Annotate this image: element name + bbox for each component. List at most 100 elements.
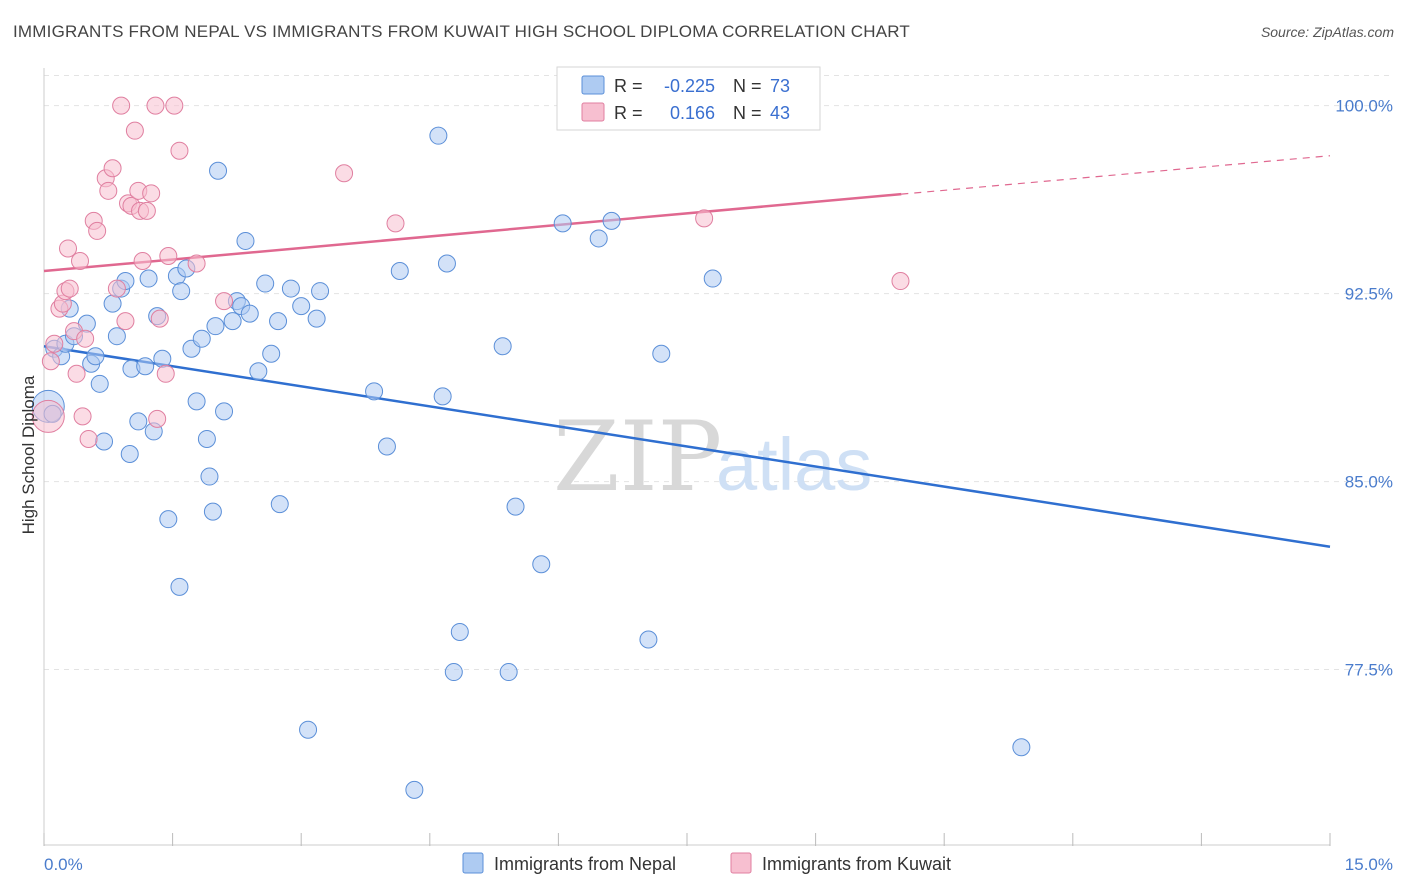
point-nepal-55 <box>429 126 448 145</box>
watermark-atlas: atlas <box>716 423 872 506</box>
point-kuwait-30 <box>146 96 165 115</box>
y-tick-label-3: 77.5% <box>1345 661 1393 680</box>
point-kuwait-19 <box>107 279 126 298</box>
point-nepal-20 <box>139 269 158 288</box>
point-kuwait-17 <box>99 181 118 200</box>
point-nepal-72 <box>206 317 225 336</box>
point-nepal-35 <box>209 161 228 180</box>
point-kuwait-15 <box>88 221 107 240</box>
legend: Immigrants from Nepal Immigrants from Ku… <box>462 852 951 874</box>
x-tick-label-max: 15.0% <box>1345 855 1393 874</box>
point-kuwait-27 <box>133 251 152 270</box>
point-nepal-43 <box>256 274 275 293</box>
point-nepal-57 <box>437 254 456 273</box>
point-kuwait-41 <box>695 209 714 228</box>
stats-n-value-nepal: 73 <box>770 76 790 96</box>
point-kuwait-20 <box>112 96 131 115</box>
point-nepal-24 <box>159 510 178 529</box>
point-kuwait-13 <box>79 429 98 448</box>
point-nepal-12 <box>103 294 122 313</box>
stats-n-label-nepal: N = <box>733 76 762 96</box>
point-nepal-26 <box>170 577 189 596</box>
stats-r-value-nepal: -0.225 <box>664 76 715 96</box>
x-tick-label-min: 0.0% <box>44 855 83 874</box>
point-nepal-56 <box>433 387 452 406</box>
point-kuwait-33 <box>156 364 175 383</box>
point-nepal-36 <box>215 402 234 421</box>
y-tick-labels: 100.0% 92.5% 85.0% 77.5% <box>1335 97 1393 680</box>
legend-swatch-nepal[interactable] <box>462 852 484 874</box>
point-nepal-65 <box>589 229 608 248</box>
point-nepal-9 <box>86 347 105 366</box>
y-tick-label-2: 85.0% <box>1345 473 1393 492</box>
stats-box: R = -0.225 N = 73 R = 0.166 N = 43 <box>556 66 821 131</box>
point-nepal-45 <box>269 312 288 331</box>
point-nepal-13 <box>107 327 126 346</box>
point-kuwait-29 <box>142 184 161 203</box>
point-nepal-50 <box>311 282 330 301</box>
point-nepal-64 <box>553 214 572 233</box>
legend-swatch-kuwait[interactable] <box>730 852 752 874</box>
stats-n-label-kuwait: N = <box>733 103 762 123</box>
point-kuwait-39 <box>335 164 354 183</box>
chart-title: IMMIGRANTS FROM NEPAL VS IMMIGRANTS FROM… <box>13 22 910 41</box>
point-nepal-40 <box>236 231 255 250</box>
source-credit: Source: ZipAtlas.com <box>1260 24 1394 40</box>
point-kuwait-28 <box>137 201 156 220</box>
point-nepal-23 <box>153 349 172 368</box>
point-nepal-16 <box>120 444 139 463</box>
point-nepal-61 <box>499 663 518 682</box>
point-kuwait-0 <box>31 399 65 433</box>
y-tick-label-0: 100.0% <box>1335 97 1393 116</box>
trend-line-nepal <box>43 344 1331 548</box>
point-kuwait-7 <box>60 279 79 298</box>
legend-label-nepal[interactable]: Immigrants from Nepal <box>494 854 676 874</box>
point-nepal-53 <box>390 262 409 281</box>
point-kuwait-36 <box>170 141 189 160</box>
trend-line-kuwait-extension <box>901 155 1331 195</box>
point-kuwait-9 <box>67 364 86 383</box>
point-kuwait-11 <box>73 407 92 426</box>
point-nepal-51 <box>365 382 384 401</box>
point-nepal-48 <box>299 720 318 739</box>
point-nepal-63 <box>532 555 551 574</box>
point-nepal-54 <box>405 780 424 799</box>
point-nepal-32 <box>197 429 216 448</box>
point-nepal-67 <box>639 630 658 649</box>
point-nepal-70 <box>1012 738 1031 757</box>
point-nepal-66 <box>602 211 621 230</box>
point-nepal-49 <box>307 309 326 328</box>
point-nepal-60 <box>493 337 512 356</box>
point-nepal-71 <box>292 297 311 316</box>
point-kuwait-42 <box>891 272 910 291</box>
point-nepal-46 <box>270 495 289 514</box>
watermark-zip: ZIP <box>553 401 722 513</box>
legend-label-kuwait[interactable]: Immigrants from Kuwait <box>762 854 951 874</box>
y-tick-label-1: 92.5% <box>1345 285 1393 304</box>
point-kuwait-1 <box>41 352 60 371</box>
point-nepal-58 <box>444 663 463 682</box>
point-nepal-30 <box>187 392 206 411</box>
point-nepal-11 <box>95 432 114 451</box>
y-axis-label: High School Diploma <box>19 375 38 534</box>
point-kuwait-2 <box>45 334 64 353</box>
point-nepal-18 <box>129 412 148 431</box>
point-kuwait-24 <box>125 121 144 140</box>
stats-swatch-nepal <box>581 75 605 95</box>
point-nepal-62 <box>506 497 525 516</box>
point-nepal-27 <box>172 282 191 301</box>
point-nepal-59 <box>450 622 469 641</box>
point-kuwait-31 <box>148 409 167 428</box>
point-nepal-37 <box>223 312 242 331</box>
stats-r-label-nepal: R = <box>614 76 643 96</box>
point-kuwait-21 <box>116 312 135 331</box>
stats-r-label-kuwait: R = <box>614 103 643 123</box>
point-kuwait-32 <box>150 309 169 328</box>
point-nepal-19 <box>136 357 155 376</box>
point-nepal-42 <box>249 362 268 381</box>
point-kuwait-6 <box>59 239 78 258</box>
stats-r-value-kuwait: 0.166 <box>670 103 715 123</box>
point-kuwait-10 <box>71 251 90 270</box>
point-nepal-41 <box>240 304 259 323</box>
